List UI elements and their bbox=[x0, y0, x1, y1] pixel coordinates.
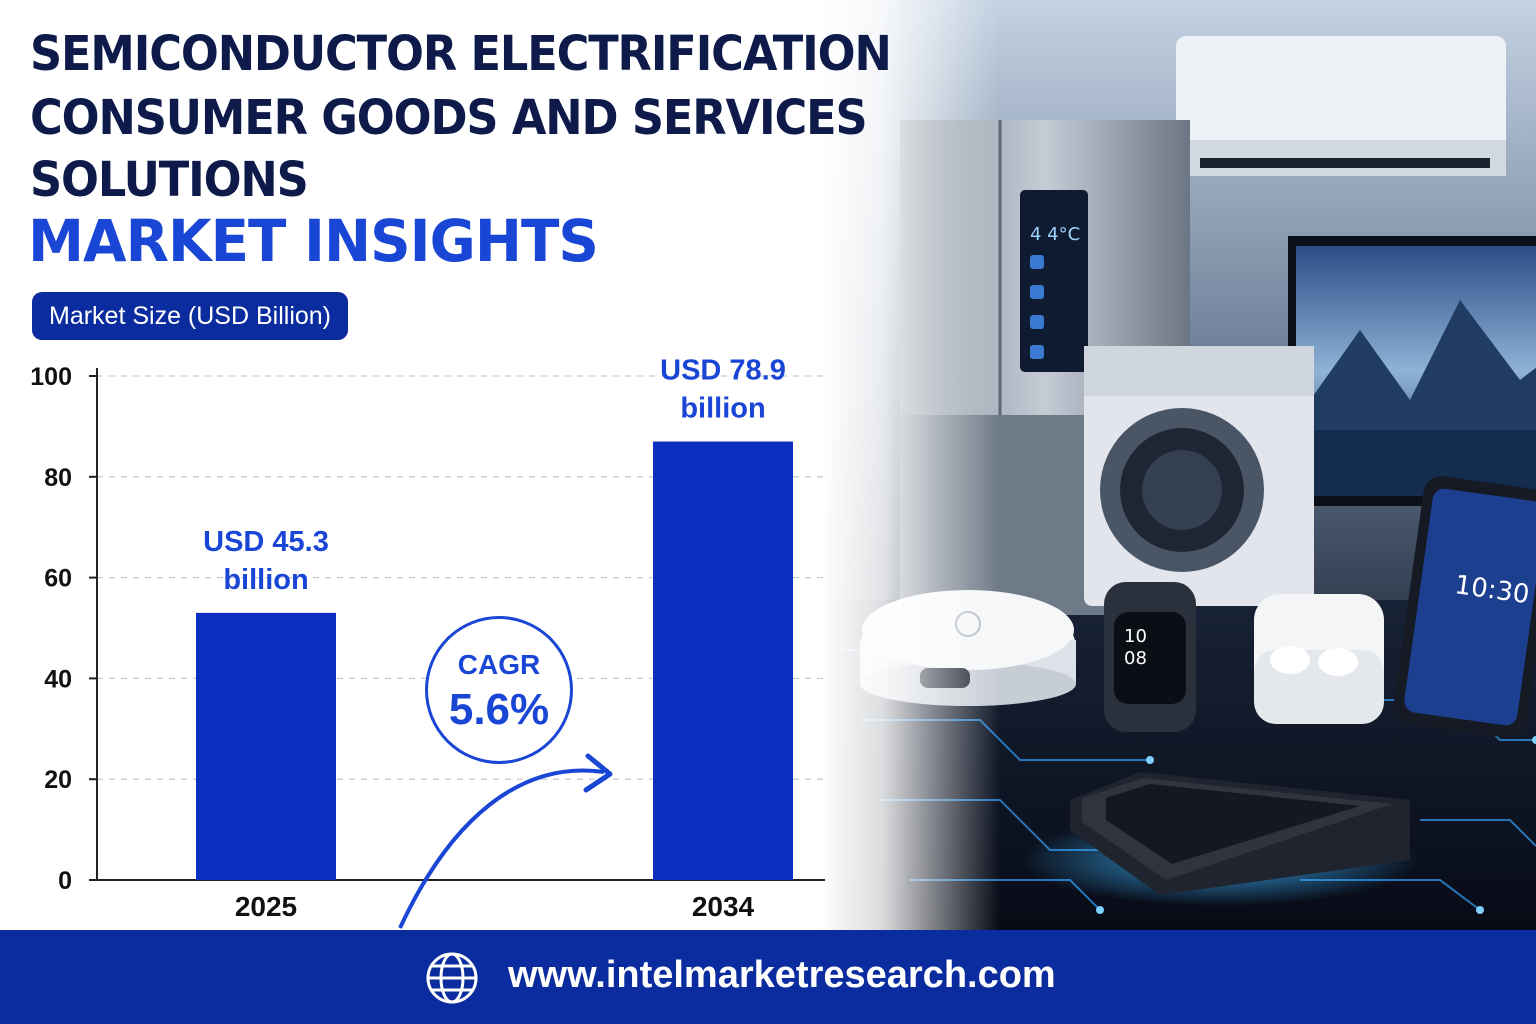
subtitle: MARKET INSIGHTS bbox=[28, 207, 599, 275]
bars bbox=[196, 441, 793, 880]
bar-chart: 0 20 40 60 80 100 2025 USD 45.3 billion 2034 USD … bbox=[30, 355, 825, 929]
category-label-2034: 2034 bbox=[692, 891, 755, 922]
watch-hour-text: 10 bbox=[1124, 626, 1147, 647]
globe-icon bbox=[426, 952, 478, 1004]
growth-arrowhead-icon bbox=[583, 753, 613, 793]
title-line-2: CONSUMER GOODS AND SERVICES bbox=[30, 90, 868, 146]
cagr-label: CAGR bbox=[457, 649, 541, 680]
y-tick-label: 100 bbox=[30, 363, 72, 391]
data-label-2034-value: USD 78.9 bbox=[660, 355, 786, 387]
data-label-2025-unit: billion bbox=[223, 564, 308, 596]
market-size-badge: Market Size (USD Billion) bbox=[32, 292, 349, 340]
data-label-2025-value: USD 45.3 bbox=[203, 526, 329, 558]
cagr-badge: CAGR 5.6% bbox=[425, 616, 573, 764]
bar-2025 bbox=[196, 612, 336, 880]
category-label-2025: 2025 bbox=[235, 891, 297, 922]
photo-fade-overlay bbox=[820, 0, 1000, 930]
cagr-value: 5.6% bbox=[448, 685, 550, 734]
labels: 2025 USD 45.3 billion 2034 USD 78.9 billion bbox=[203, 355, 786, 922]
y-tick-label: 20 bbox=[44, 766, 72, 794]
y-tick-label: 80 bbox=[44, 464, 72, 492]
y-tick-label: 60 bbox=[44, 565, 72, 593]
y-tick-label: 0 bbox=[58, 867, 72, 895]
title-line-1: SEMICONDUCTOR ELECTRIFICATION bbox=[30, 26, 892, 82]
title-line-3: SOLUTIONS bbox=[30, 152, 309, 208]
footer-bar: www.intelmarketresearch.com bbox=[0, 930, 1536, 1024]
fridge-display-text: 4 4°C bbox=[1030, 224, 1080, 245]
y-tick-label: 40 bbox=[44, 665, 72, 693]
website-link[interactable]: www.intelmarketresearch.com bbox=[508, 954, 1056, 996]
growth-arrow-icon bbox=[398, 768, 605, 929]
watch-minute-text: 08 bbox=[1124, 648, 1147, 669]
data-label-2034-unit: billion bbox=[680, 393, 765, 425]
bar-2034 bbox=[653, 441, 793, 880]
